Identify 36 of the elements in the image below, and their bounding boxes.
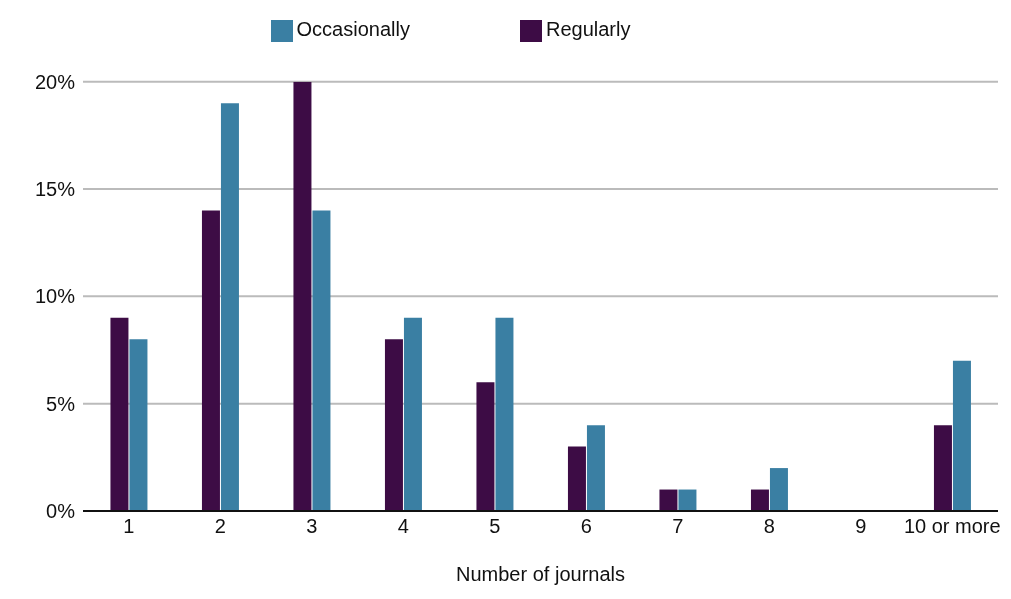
bar: [110, 317, 129, 511]
bar: [952, 360, 971, 511]
x-tick-label: 6: [580, 515, 592, 538]
bar: [384, 339, 403, 511]
x-tick-label: 9: [855, 515, 867, 538]
x-tick-label: 3: [306, 515, 318, 538]
bar: [403, 317, 422, 511]
bar: [476, 382, 495, 511]
bar: [933, 425, 952, 511]
legend-label: Regularly: [545, 18, 631, 40]
y-tick-label: 20%: [34, 70, 76, 93]
bar: [659, 489, 678, 511]
x-tick-label: 8: [763, 515, 775, 538]
bar: [586, 425, 605, 511]
y-tick-label: 10%: [34, 285, 76, 308]
x-tick-label: 4: [397, 515, 409, 538]
bar: [312, 210, 331, 511]
bar: [750, 489, 769, 511]
x-axis-title: Number of journals: [456, 563, 625, 585]
y-tick-label: 0%: [46, 500, 76, 523]
bar: [293, 81, 312, 511]
y-tick-label: 5%: [46, 392, 76, 415]
bar: [769, 468, 788, 511]
bar: [567, 446, 586, 511]
x-tick-label: 5: [489, 515, 501, 538]
bar: [220, 103, 239, 511]
x-tick-label: 10 or more: [903, 515, 1001, 538]
x-tick-label: 2: [214, 515, 226, 538]
bar: [129, 339, 148, 511]
x-tick-label: 1: [123, 515, 135, 538]
x-tick-label: 7: [672, 515, 684, 538]
bar: [678, 489, 697, 511]
y-tick-label: 15%: [34, 178, 76, 201]
bar: [495, 317, 514, 511]
legend-label: Occasionally: [296, 18, 410, 40]
bar: [201, 210, 220, 511]
